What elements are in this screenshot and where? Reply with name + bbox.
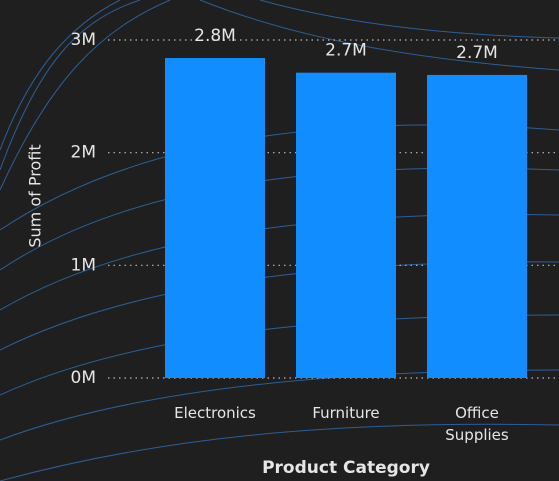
y-tick-label: 3M <box>71 30 96 50</box>
bar <box>165 58 265 378</box>
bar <box>296 72 396 378</box>
x-axis-title: Product Category <box>262 458 430 478</box>
x-tick-label: Office Supplies <box>445 404 509 444</box>
x-tick-label: Electronics <box>174 404 256 422</box>
data-label: 2.8M <box>194 26 236 46</box>
data-label: 2.7M <box>325 41 367 61</box>
y-axis-title: Sum of Profit <box>26 144 45 247</box>
x-tick-label: Furniture <box>312 404 380 422</box>
y-tick-label: 2M <box>71 143 96 163</box>
y-tick-label: 0M <box>71 368 96 388</box>
y-tick-label: 1M <box>71 255 96 275</box>
data-label: 2.7M <box>456 43 498 63</box>
bar <box>427 74 527 378</box>
